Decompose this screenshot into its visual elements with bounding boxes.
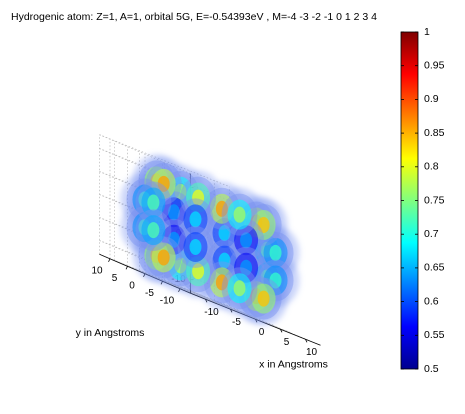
x-tick-label: 5 [284,337,290,348]
colorbar-tick-label: 0.5 [424,363,439,375]
y-axis-label: y in Angstroms [76,327,145,339]
x-tick-label: -10 [204,307,219,318]
orbital-lobe [177,225,214,268]
chart-title: Hydrogenic atom: Z=1, A=1, orbital 5G, E… [11,11,377,23]
colorbar-tick-label: 0.55 [424,329,445,341]
y-tick-label: 10 [91,265,103,276]
colorbar-tick-label: 0.65 [424,262,445,274]
orbital-lobe [257,231,294,274]
colorbar: 1 0.95 0.9 0.85 0.8 0.75 0.7 0.65 0.6 0.55 0.5 [400,26,445,375]
orbital-cloud [120,154,300,326]
colorbar-tick-label: 0.6 [424,295,439,307]
colorbar-tick-label: 0.75 [424,194,445,206]
orbital-lobe [228,219,265,262]
orbital-lobe [135,209,172,252]
x-tick-label: -5 [232,317,241,328]
orbital-lobe [245,277,282,320]
orbital-lobe [135,181,172,224]
colorbar-tick-label: 0.85 [424,127,445,139]
x-tick-label: 10 [306,347,318,358]
y-tick-label: 0 [129,280,135,291]
orbital-lobe [221,267,258,310]
orbital-lobe [177,198,214,241]
orbital-lobe [180,250,217,293]
colorbar-tick-label: 0.7 [424,228,439,240]
x-tick-label: 0 [259,327,265,338]
x-axis-label: x in Angstroms [259,358,328,370]
orbital-lobe [203,261,240,304]
orbital-lobe [221,193,258,236]
colorbar-tick-label: 0.95 [424,59,445,71]
y-tick-label: 5 [112,273,118,284]
colorbar-tick-label: 0.8 [424,161,439,173]
colorbar-tick-label: 1 [424,26,430,38]
colorbar-tick-label: 0.9 [424,93,439,105]
y-tick-label: -10 [160,295,175,306]
orbital-lobe [145,236,182,279]
orbital-lobe [206,212,243,255]
y-tick-label: -5 [145,288,154,299]
